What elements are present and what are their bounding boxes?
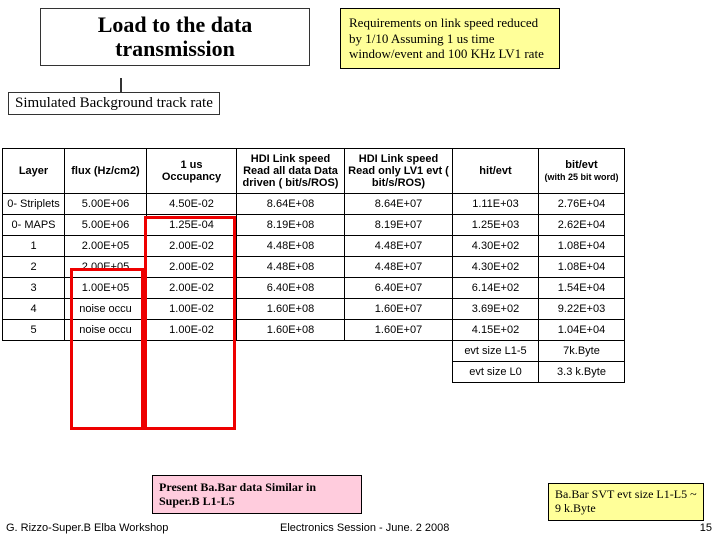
present-box: Present Ba.Bar data Similar in Super.B L… (152, 475, 362, 514)
table-row: 4noise occu1.00E-021.60E+081.60E+073.69E… (3, 299, 625, 320)
cell: 6.14E+02 (453, 278, 539, 299)
cell: 1.11E+03 (453, 194, 539, 215)
cell: 2.00E-02 (147, 257, 237, 278)
cell: 4.48E+07 (345, 257, 453, 278)
summary-row: evt size L03.3 k.Byte (3, 362, 625, 383)
th-bitevt: bit/evt (with 25 bit word) (539, 149, 625, 194)
table-body: 0- Striplets5.00E+064.50E-028.64E+088.64… (3, 194, 625, 383)
cell: 8.64E+07 (345, 194, 453, 215)
table-row: 0- MAPS5.00E+061.25E-048.19E+088.19E+071… (3, 215, 625, 236)
table-row: 12.00E+052.00E-024.48E+084.48E+074.30E+0… (3, 236, 625, 257)
cell: 2.76E+04 (539, 194, 625, 215)
cell: 1.54E+04 (539, 278, 625, 299)
th-occupancy: 1 us Occupancy (147, 149, 237, 194)
cell: 5 (3, 320, 65, 341)
th-hdl-all: HDI Link speed Read all data Data driven… (237, 149, 345, 194)
summary-label: evt size L0 (453, 362, 539, 383)
cell: 4.30E+02 (453, 236, 539, 257)
cell: 4.48E+08 (237, 236, 345, 257)
cell: 1.25E+03 (453, 215, 539, 236)
cell: 2.00E+05 (65, 257, 147, 278)
cell: 4 (3, 299, 65, 320)
requirements-box: Requirements on link speed reduced by 1/… (340, 8, 560, 69)
data-table: Layer flux (Hz/cm2) 1 us Occupancy HDI L… (2, 148, 625, 383)
cell: 1.25E-04 (147, 215, 237, 236)
subtitle-box: Simulated Background track rate (8, 92, 220, 115)
table-row: 22.00E+052.00E-024.48E+084.48E+074.30E+0… (3, 257, 625, 278)
cell: 2.62E+04 (539, 215, 625, 236)
title-box: Load to the data transmission (40, 8, 310, 66)
cell: 4.48E+08 (237, 257, 345, 278)
table-row: 5noise occu1.00E-021.60E+081.60E+074.15E… (3, 320, 625, 341)
footer-session: Electronics Session - June. 2 2008 (280, 522, 449, 534)
cell: 2.00E-02 (147, 278, 237, 299)
cell: 4.15E+02 (453, 320, 539, 341)
cell: 5.00E+06 (65, 194, 147, 215)
cell: 1.60E+07 (345, 320, 453, 341)
cell: 3 (3, 278, 65, 299)
cell: 1 (3, 236, 65, 257)
cell: 1.08E+04 (539, 236, 625, 257)
th-flux: flux (Hz/cm2) (65, 149, 147, 194)
th-hitevt: hit/evt (453, 149, 539, 194)
cell: 2.00E+05 (65, 236, 147, 257)
summary-val: 3.3 k.Byte (539, 362, 625, 383)
cell: 2 (3, 257, 65, 278)
cell: 5.00E+06 (65, 215, 147, 236)
cell: 8.19E+08 (237, 215, 345, 236)
cell: 1.08E+04 (539, 257, 625, 278)
cell: 9.22E+03 (539, 299, 625, 320)
cell: 8.64E+08 (237, 194, 345, 215)
summary-label: evt size L1-5 (453, 341, 539, 362)
cell: noise occu (65, 320, 147, 341)
cell: 1.00E-02 (147, 320, 237, 341)
cell: 2.00E-02 (147, 236, 237, 257)
cell: 6.40E+07 (345, 278, 453, 299)
th-hdl-lv1: HDI Link speed Read only LV1 evt ( bit/s… (345, 149, 453, 194)
cell: 1.00E-02 (147, 299, 237, 320)
cell: 3.69E+02 (453, 299, 539, 320)
cell: noise occu (65, 299, 147, 320)
cell: 6.40E+08 (237, 278, 345, 299)
header-row: Layer flux (Hz/cm2) 1 us Occupancy HDI L… (3, 149, 625, 194)
cell: 1.00E+05 (65, 278, 147, 299)
table-row: 31.00E+052.00E-026.40E+086.40E+076.14E+0… (3, 278, 625, 299)
th-layer: Layer (3, 149, 65, 194)
footer-author: G. Rizzo-Super.B Elba Workshop (6, 522, 168, 534)
cell: 4.48E+07 (345, 236, 453, 257)
cell: 8.19E+07 (345, 215, 453, 236)
summary-row: evt size L1-57k.Byte (3, 341, 625, 362)
cell: 4.50E-02 (147, 194, 237, 215)
bitevt-label: bit/evt (565, 159, 597, 171)
cell: 0- MAPS (3, 215, 65, 236)
cell: 4.30E+02 (453, 257, 539, 278)
cell: 1.04E+04 (539, 320, 625, 341)
svt-box: Ba.Bar SVT evt size L1-L5 ~ 9 k.Byte (548, 483, 704, 521)
bitevt-sub: (with 25 bit word) (545, 172, 619, 182)
cell: 1.60E+07 (345, 299, 453, 320)
summary-val: 7k.Byte (539, 341, 625, 362)
cell: 0- Striplets (3, 194, 65, 215)
cell: 1.60E+08 (237, 299, 345, 320)
cell: 1.60E+08 (237, 320, 345, 341)
table-row: 0- Striplets5.00E+064.50E-028.64E+088.64… (3, 194, 625, 215)
footer-page-number: 15 (700, 522, 712, 534)
